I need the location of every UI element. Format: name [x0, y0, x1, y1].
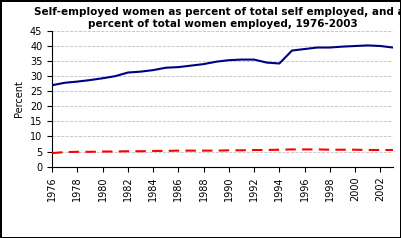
Title: Self-employed women as percent of total self employed, and as
percent of total w: Self-employed women as percent of total … — [34, 7, 401, 29]
Y-axis label: Percent: Percent — [14, 80, 24, 117]
